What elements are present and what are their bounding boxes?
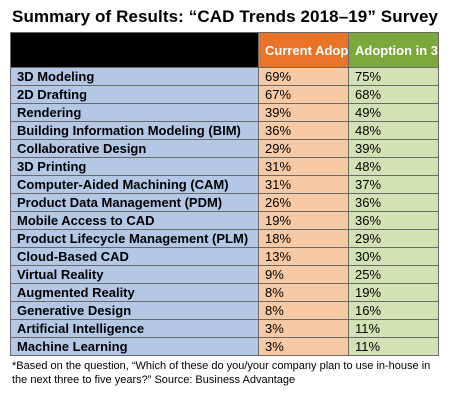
future-adoption-value: 36%	[348, 193, 439, 212]
table-row: Artificial Intelligence 3% 11%	[10, 319, 439, 338]
current-adoption-value: 19%	[258, 211, 349, 230]
current-adoption-value: 8%	[258, 301, 349, 320]
row-label: Computer-Aided Machining (CAM)	[10, 175, 259, 194]
future-adoption-value: 48%	[348, 157, 439, 176]
future-adoption-value: 39%	[348, 139, 439, 158]
row-label: Machine Learning	[10, 337, 259, 356]
footnote: *Based on the question, “Which of these …	[12, 360, 431, 386]
current-adoption-value: 36%	[258, 121, 349, 140]
row-label: Mobile Access to CAD	[10, 211, 259, 230]
current-adoption-value: 9%	[258, 265, 349, 284]
future-adoption-value: 48%	[348, 121, 439, 140]
row-label: Product Data Management (PDM)	[10, 193, 259, 212]
table-row: Product Data Management (PDM) 26% 36%	[10, 193, 439, 212]
header-current-adoption: Current Adoption	[258, 32, 349, 68]
future-adoption-value: 25%	[348, 265, 439, 284]
table-row: 2D Drafting 67% 68%	[10, 85, 439, 104]
future-adoption-value: 29%	[348, 229, 439, 248]
current-adoption-value: 29%	[258, 139, 349, 158]
header-future-adoption: Adoption in 3–5 Years*	[348, 32, 439, 68]
table-row: Augmented Reality 8% 19%	[10, 283, 439, 302]
row-label: 2D Drafting	[10, 85, 259, 104]
future-adoption-value: 11%	[348, 337, 439, 356]
table-row: Collaborative Design 29% 39%	[10, 139, 439, 158]
header-label-cell	[10, 32, 259, 68]
current-adoption-value: 69%	[258, 67, 349, 86]
row-label: Cloud-Based CAD	[10, 247, 259, 266]
row-label: Rendering	[10, 103, 259, 122]
current-adoption-value: 31%	[258, 157, 349, 176]
current-adoption-value: 3%	[258, 319, 349, 338]
table-row: Rendering 39% 49%	[10, 103, 439, 122]
table-row: Mobile Access to CAD 19% 36%	[10, 211, 439, 230]
row-label: Building Information Modeling (BIM)	[10, 121, 259, 140]
row-label: Artificial Intelligence	[10, 319, 259, 338]
row-label: Generative Design	[10, 301, 259, 320]
future-adoption-value: 75%	[348, 67, 439, 86]
row-label: Collaborative Design	[10, 139, 259, 158]
table-row: 3D Printing 31% 48%	[10, 157, 439, 176]
current-adoption-value: 39%	[258, 103, 349, 122]
table-row: Generative Design 8% 16%	[10, 301, 439, 320]
current-adoption-value: 31%	[258, 175, 349, 194]
table-header-row: Current Adoption Adoption in 3–5 Years*	[10, 32, 439, 68]
table-row: Machine Learning 3% 11%	[10, 337, 439, 356]
row-label: Virtual Reality	[10, 265, 259, 284]
future-adoption-value: 30%	[348, 247, 439, 266]
table-row: Computer-Aided Machining (CAM) 31% 37%	[10, 175, 439, 194]
table-row: 3D Modeling 69% 75%	[10, 67, 439, 86]
future-adoption-value: 19%	[348, 283, 439, 302]
row-label: 3D Modeling	[10, 67, 259, 86]
page-title: Summary of Results: “CAD Trends 2018–19”…	[12, 7, 439, 26]
current-adoption-value: 26%	[258, 193, 349, 212]
row-label: Augmented Reality	[10, 283, 259, 302]
current-adoption-value: 18%	[258, 229, 349, 248]
future-adoption-value: 37%	[348, 175, 439, 194]
current-adoption-value: 8%	[258, 283, 349, 302]
table-row: Cloud-Based CAD 13% 30%	[10, 247, 439, 266]
current-adoption-value: 3%	[258, 337, 349, 356]
results-table: Current Adoption Adoption in 3–5 Years* …	[10, 32, 439, 356]
current-adoption-value: 67%	[258, 85, 349, 104]
future-adoption-value: 68%	[348, 85, 439, 104]
future-adoption-value: 49%	[348, 103, 439, 122]
future-adoption-value: 16%	[348, 301, 439, 320]
table-row: Virtual Reality 9% 25%	[10, 265, 439, 284]
table-row: Product Lifecycle Management (PLM) 18% 29%	[10, 229, 439, 248]
future-adoption-value: 11%	[348, 319, 439, 338]
current-adoption-value: 13%	[258, 247, 349, 266]
row-label: Product Lifecycle Management (PLM)	[10, 229, 259, 248]
row-label: 3D Printing	[10, 157, 259, 176]
table-row: Building Information Modeling (BIM) 36% 48…	[10, 121, 439, 140]
future-adoption-value: 36%	[348, 211, 439, 230]
table-body: 3D Modeling 69% 75% 2D Drafting 67% 68% Render…	[10, 67, 439, 356]
